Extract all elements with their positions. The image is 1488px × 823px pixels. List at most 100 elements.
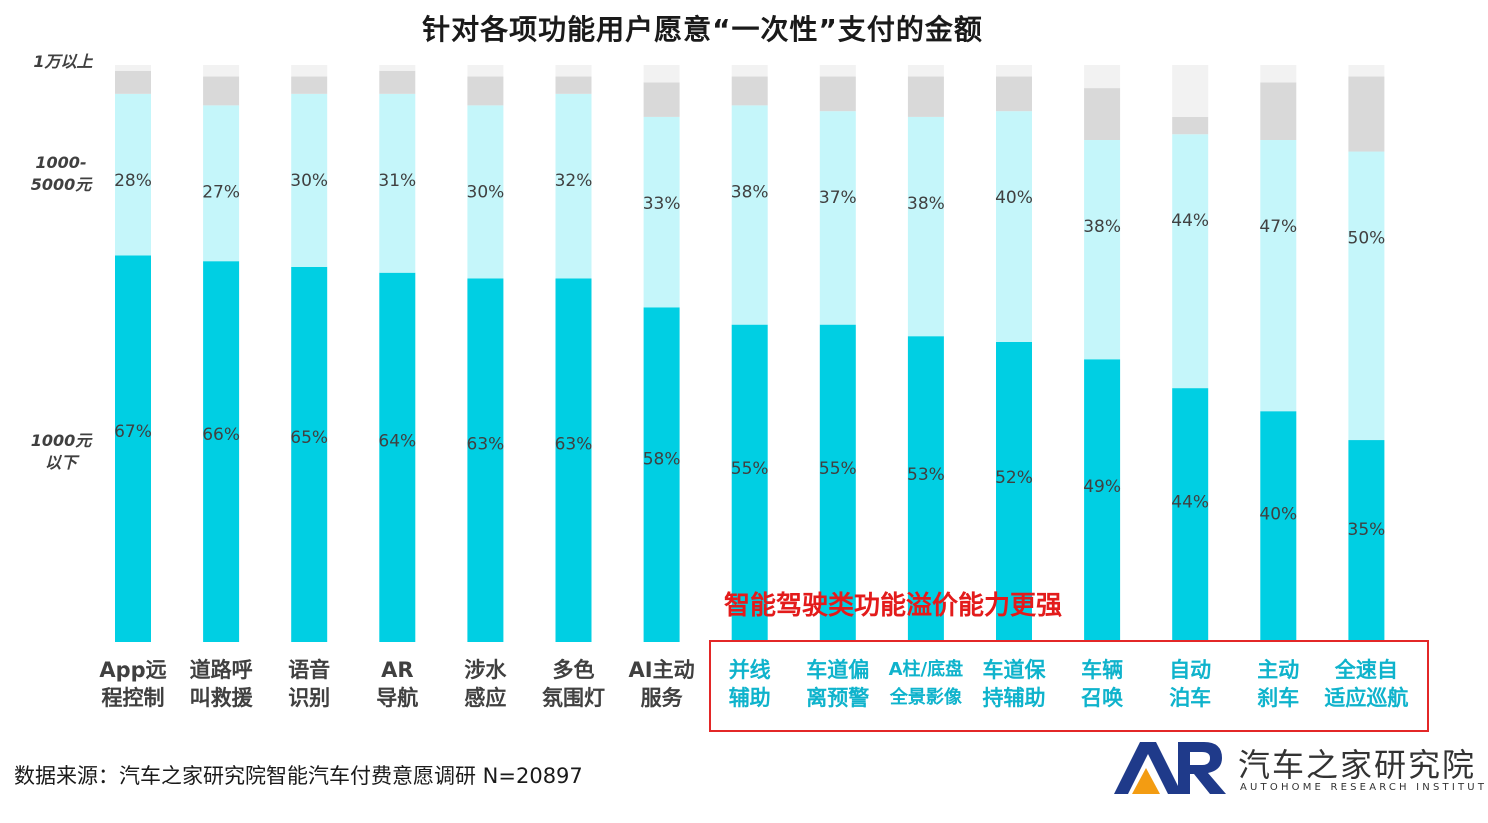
category-label-11: 车辆 召唤 <box>1052 656 1152 712</box>
category-label-10: 车道保 持辅助 <box>964 656 1064 712</box>
smart-driving-highlight-box <box>709 640 1429 732</box>
category-label-9: A柱/底盘 全景影像 <box>876 656 976 712</box>
bar-mid-14 <box>1348 151 1385 441</box>
category-label-line: 召唤 <box>1081 686 1124 710</box>
data-label-low-0: 67% <box>114 422 152 442</box>
data-label-low-6: 58% <box>643 450 681 470</box>
bar-high-7 <box>731 76 768 106</box>
data-label-low-3: 64% <box>378 431 416 451</box>
bar-mid-3 <box>379 93 416 273</box>
category-label-line: A柱/底盘 <box>888 659 964 680</box>
data-label-low-1: 66% <box>202 425 240 445</box>
data-label-mid-10: 40% <box>995 188 1033 208</box>
bar-mid-1 <box>203 105 240 262</box>
category-label-line: 氛围灯 <box>542 686 605 710</box>
bar-low-3 <box>379 272 416 642</box>
data-label-low-12: 44% <box>1171 492 1209 512</box>
bar-mid-12 <box>1172 134 1209 389</box>
logo-name-en: AUTOHOME RESEARCH INSTITUTE <box>1240 782 1488 793</box>
bar-low-4 <box>467 278 504 642</box>
bar-top-8 <box>819 65 856 77</box>
bar-top-11 <box>1084 65 1121 89</box>
bar-mid-13 <box>1260 140 1297 412</box>
category-label-line: 主动 <box>1257 658 1300 682</box>
category-label-line: 车道保 <box>982 658 1046 682</box>
bar-mid-11 <box>1084 140 1121 360</box>
bar-top-0 <box>115 65 151 71</box>
category-label-7: 并线 辅助 <box>700 656 800 712</box>
bar-mid-8 <box>819 111 856 325</box>
bar-top-9 <box>907 65 944 77</box>
category-label-6: AI主动 服务 <box>612 656 712 712</box>
data-label-low-10: 52% <box>995 468 1033 488</box>
bar-mid-0 <box>115 93 151 256</box>
bar-low-11 <box>1084 359 1121 642</box>
bar-top-13 <box>1260 65 1297 83</box>
chart-title: 针对各项功能用户愿意“一次性”支付的金额 <box>422 13 983 46</box>
logo-name-cn: 汽车之家研究院 <box>1238 746 1477 784</box>
bar-high-13 <box>1260 82 1297 141</box>
category-label-line: 服务 <box>640 686 683 710</box>
source-note: 数据来源：汽车之家研究院智能汽车付费意愿调研 N=20897 <box>14 764 583 788</box>
category-label-line: AR <box>381 658 414 682</box>
bar-mid-9 <box>907 116 944 337</box>
data-label-mid-12: 44% <box>1171 211 1209 231</box>
bar-top-12 <box>1172 65 1209 117</box>
y-band-label-0: 1万以上 <box>18 51 108 73</box>
data-label-low-9: 53% <box>907 465 945 485</box>
data-label-low-13: 40% <box>1259 505 1297 525</box>
bar-high-2 <box>291 76 328 94</box>
category-label-line: 涉水 <box>464 658 507 682</box>
category-label-line: 全速自 <box>1334 658 1398 682</box>
data-label-mid-8: 37% <box>819 188 857 208</box>
category-label-line: 泊车 <box>1169 686 1212 710</box>
bar-low-12 <box>1172 388 1209 642</box>
category-label-line: 离预警 <box>806 686 870 710</box>
bar-low-6 <box>643 307 680 642</box>
bar-high-5 <box>555 76 592 94</box>
bar-high-10 <box>996 76 1032 112</box>
category-label-line: 道路呼 <box>189 658 253 682</box>
bar-top-10 <box>996 65 1032 77</box>
y-band-label-line: 以下 <box>44 453 77 472</box>
data-label-mid-0: 28% <box>114 171 152 191</box>
category-label-line: 叫救援 <box>189 686 253 710</box>
y-band-label-2: 1000元 以下 <box>16 430 106 474</box>
category-label-line: 识别 <box>288 686 331 710</box>
data-label-low-11: 49% <box>1083 477 1121 497</box>
category-label-line: 语音 <box>288 658 331 682</box>
data-label-low-2: 65% <box>290 428 328 448</box>
data-label-mid-1: 27% <box>202 182 240 202</box>
data-label-mid-14: 50% <box>1348 229 1386 249</box>
bar-low-5 <box>555 278 592 642</box>
bar-low-8 <box>819 324 856 642</box>
category-label-1: 道路呼 叫救援 <box>171 656 271 712</box>
category-label-3: AR 导航 <box>347 656 447 712</box>
bar-mid-5 <box>555 93 592 279</box>
bar-mid-7 <box>731 105 768 325</box>
data-label-mid-4: 30% <box>467 182 505 202</box>
y-band-label-line: 1000- <box>35 153 87 172</box>
ar-logo-icon <box>1114 742 1226 794</box>
data-label-mid-6: 33% <box>643 194 681 214</box>
category-label-line: 车道偏 <box>806 658 870 682</box>
bar-top-1 <box>203 65 240 77</box>
bar-top-14 <box>1348 65 1385 77</box>
category-label-14: 全速自 适应巡航 <box>1316 656 1416 712</box>
category-label-0: App远 程控制 <box>83 656 183 712</box>
category-label-2: 语音 识别 <box>259 656 359 712</box>
category-label-line: 程控制 <box>101 686 165 710</box>
bar-high-4 <box>467 76 504 106</box>
data-label-mid-13: 47% <box>1259 217 1297 237</box>
data-label-low-8: 55% <box>819 459 857 479</box>
category-label-13: 主动 刹车 <box>1228 656 1328 712</box>
data-label-mid-3: 31% <box>378 171 416 191</box>
category-label-line: 感应 <box>464 686 507 710</box>
bar-low-2 <box>291 266 328 642</box>
data-label-mid-5: 32% <box>555 171 593 191</box>
y-band-label-line: 1万以上 <box>33 52 93 71</box>
bar-high-11 <box>1084 88 1121 141</box>
bar-low-1 <box>203 261 240 642</box>
category-label-5: 多色 氛围灯 <box>524 656 624 712</box>
bar-mid-10 <box>996 111 1032 342</box>
